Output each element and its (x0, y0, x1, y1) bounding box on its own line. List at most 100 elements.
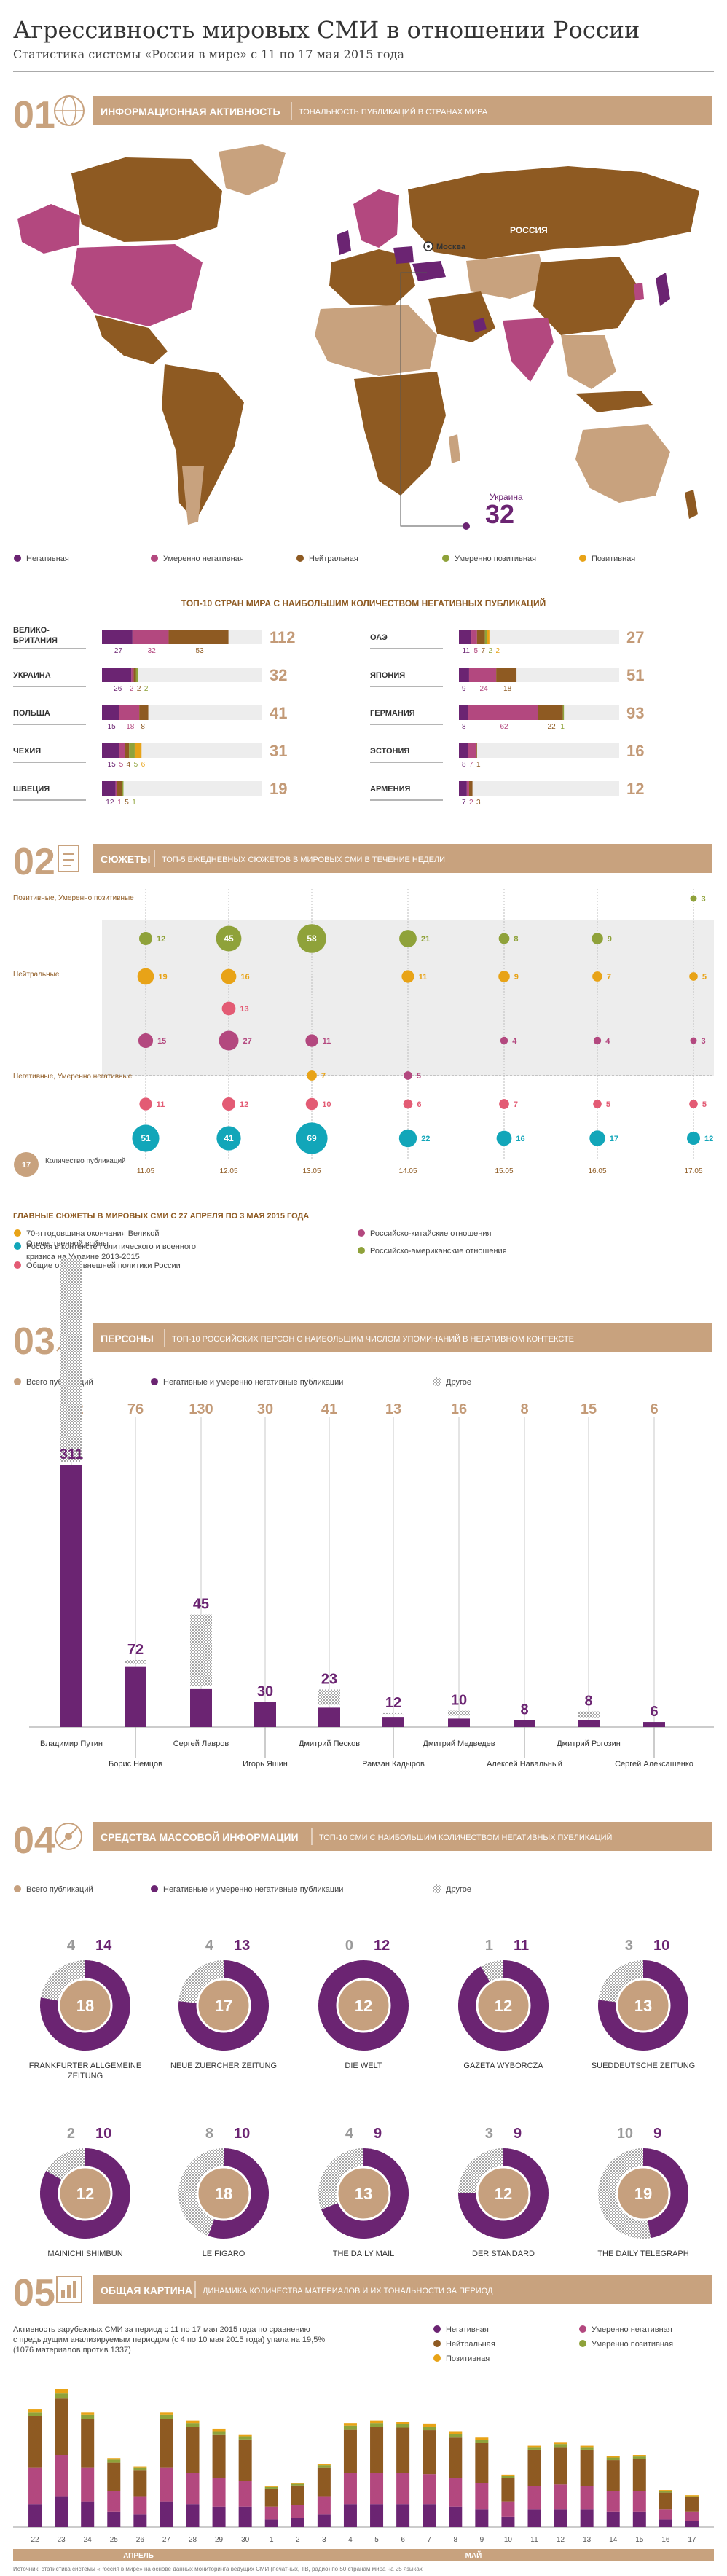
count-badge (14, 1152, 39, 1177)
story-bubble (496, 1130, 512, 1146)
media-negative-value: 9 (514, 2126, 522, 2142)
country-part-value: 32 (148, 647, 157, 655)
media-total: 13 (634, 1997, 652, 2015)
country-part-value: 8 (462, 761, 466, 769)
media-negative-value: 10 (95, 2126, 111, 2142)
story-bubble-value: 9 (608, 935, 612, 944)
story-legend-label: Общие оценки внешней политики России (26, 1261, 181, 1270)
story-bubble (219, 1030, 239, 1051)
count-badge-label: Количество публикаций (45, 1156, 126, 1165)
person-total: 6 (650, 1401, 658, 1417)
section-number: 01 (13, 94, 55, 136)
story-legend-swatch (358, 1247, 365, 1254)
story-bubble (297, 924, 326, 953)
legend-swatch-mod-positive (579, 2340, 586, 2347)
story-legend-swatch (14, 1261, 21, 1269)
story-bubble (305, 1034, 318, 1047)
dynamics-bar-segment (606, 2491, 620, 2512)
person-negative-value: 23 (321, 1672, 337, 1688)
dynamics-bar-segment (475, 2437, 489, 2440)
dynamics-legend: Негативная Умеренно негативная Нейтральн… (433, 2325, 673, 2363)
person-bar-negative (318, 1707, 340, 1727)
month-band (13, 2549, 714, 2561)
map-australia (575, 424, 670, 503)
map-south-america (162, 364, 244, 522)
person-name: Дмитрий Рогозин (557, 1739, 621, 1748)
story-bubble-value: 12 (240, 1100, 248, 1109)
dynamics-bar-segment (55, 2496, 68, 2527)
dynamics-bar-segment (186, 2420, 200, 2424)
story-bubble (296, 1122, 328, 1154)
dynamics-bar-segment (238, 2439, 252, 2481)
dynamics-bar-segment (449, 2437, 463, 2478)
ukraine-callout-dot (463, 522, 470, 530)
story-bubble (138, 1033, 154, 1049)
media-ring-hole (476, 2166, 531, 2221)
dynamics-bar-segment (212, 2434, 226, 2478)
story-bubble (690, 895, 697, 902)
world-map: РОССИЯ Москва Украина 32 (17, 144, 699, 530)
country-bar-bg (102, 743, 262, 758)
globe-icon (54, 95, 85, 126)
dynamics-bar-segment (81, 2412, 95, 2415)
media-ring-hole (336, 2166, 391, 2221)
story-bubble-value: 4 (512, 1037, 517, 1046)
story-bubble (686, 1131, 701, 1146)
story-bubble-value: 3 (702, 1037, 706, 1046)
dynamics-bar-segment (527, 2509, 541, 2527)
dynamics-bar-segment (370, 2423, 384, 2427)
dynamics-bar-segment (606, 2457, 620, 2461)
dynamics-bar-segment (554, 2442, 567, 2445)
map-southeast-asia (561, 335, 616, 389)
story-bubble (592, 933, 603, 944)
dynamics-bar-segment (423, 2427, 436, 2431)
media-ring-hole (616, 2166, 671, 2221)
dynamics-bar-segment (527, 2447, 541, 2450)
story-bubble-value: 21 (421, 935, 430, 944)
dynamics-day-label: 16 (661, 2536, 670, 2544)
person-bar-negative (382, 1717, 404, 1727)
story-bubble-value: 11 (323, 1037, 331, 1046)
map-label-moscow: Москва (436, 243, 466, 251)
media-negative-value: 11 (514, 1938, 529, 1954)
media-name: SUEDDEUTSCHE ZEITUNG (592, 2062, 695, 2070)
country-part-value: 5 (474, 647, 479, 655)
country-total: 41 (270, 704, 287, 722)
country-part-value: 2 (137, 685, 141, 693)
stories-title: ГЛАВНЫЕ СЮЖЕТЫ В МИРОВЫХ СМИ С 27 АПРЕЛЯ… (13, 1212, 309, 1221)
person-bar-other (60, 1258, 82, 1462)
dynamics-bar-segment (632, 2459, 646, 2491)
country-bar-bg (459, 781, 619, 796)
media-negative-value: 10 (234, 2126, 250, 2142)
dynamics-bar-segment (160, 2414, 173, 2419)
country-part-value: 11 (463, 647, 471, 655)
country-bar-segment (487, 630, 490, 644)
dynamics-bar-segment (291, 2483, 304, 2486)
media-total: 18 (76, 1997, 94, 2015)
section-band (93, 96, 712, 125)
legend-swatch-total (14, 1885, 21, 1892)
dynamics-bar-segment (370, 2427, 384, 2473)
media-total: 17 (215, 1997, 232, 2015)
media-other-value: 3 (625, 1938, 633, 1954)
date-label: 17.05 (684, 1167, 702, 1175)
dynamics-bar-segment (107, 2491, 121, 2512)
media-name: DIE WELT (345, 2062, 382, 2070)
stories-legend: 70-я годовщина окончания Великой Отечеств… (14, 1229, 507, 1270)
row-label-negative: Негативные, Умеренно негативные (13, 1073, 133, 1081)
country-name-cont: БРИТАНИЯ (13, 636, 58, 645)
legend-label-negative: Негативные и умеренно негативные публика… (163, 1378, 343, 1387)
media-ring-hole (196, 2166, 251, 2221)
dynamics-bar-segment (423, 2504, 436, 2527)
dynamics-bar-segment (659, 2492, 672, 2510)
map-label-ukraine: Украина (490, 492, 523, 502)
country-part-value: 2 (496, 647, 500, 655)
media-name: THE DAILY TELEGRAPH (597, 2250, 688, 2258)
dynamics-bar-segment (449, 2506, 463, 2527)
story-bubble (307, 1070, 317, 1081)
story-bubble-value: 16 (240, 973, 249, 982)
section-band (93, 2275, 712, 2304)
dynamics-bar-segment (632, 2491, 646, 2512)
